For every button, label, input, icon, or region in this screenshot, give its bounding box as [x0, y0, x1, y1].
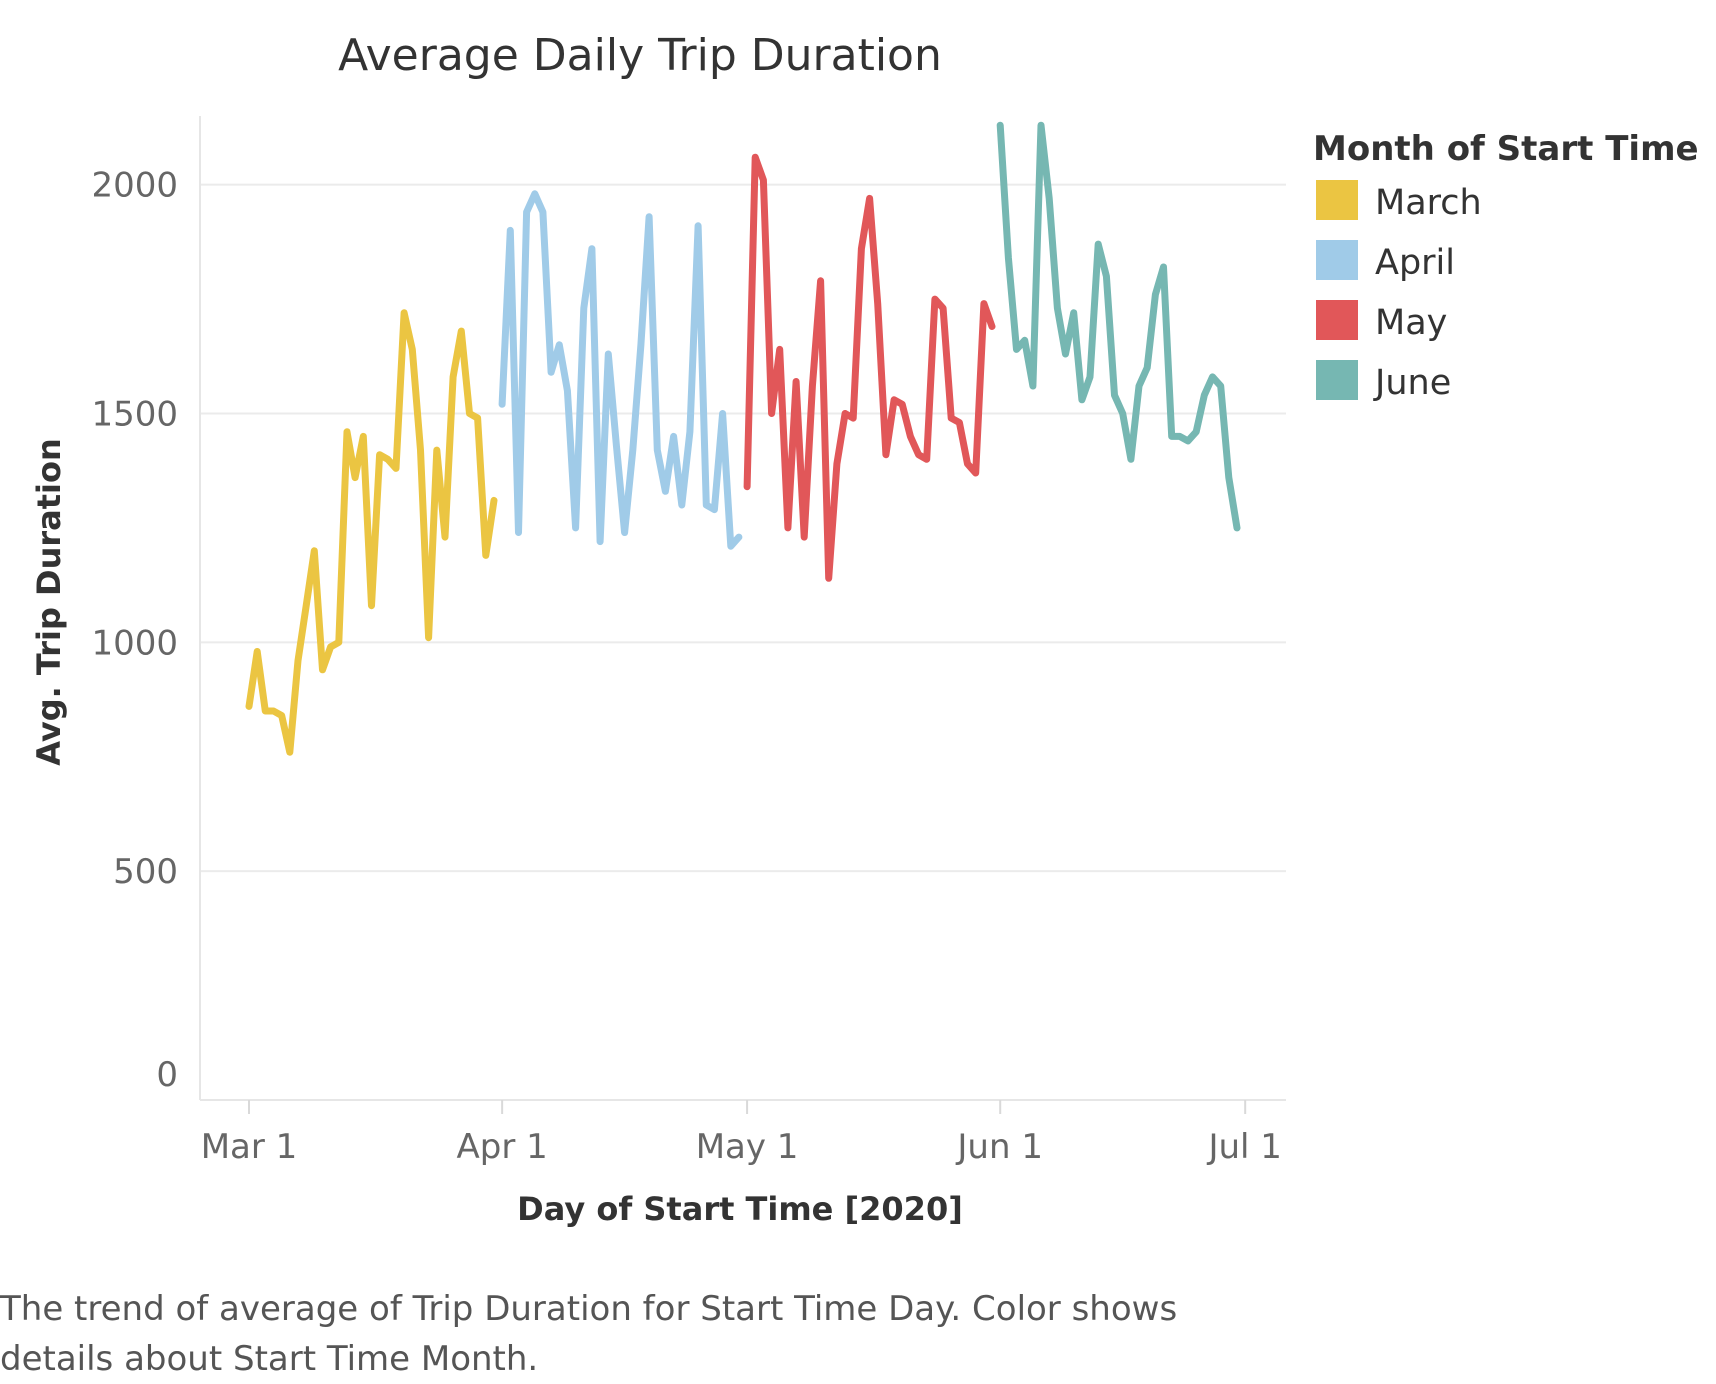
y-tick-label: 1000 — [91, 623, 178, 663]
legend-label-june: June — [1373, 363, 1451, 403]
axes: 0 500 1000 1500 2000 Mar 1 Apr 1 May 1 Jun 1 Jul … — [91, 116, 1286, 1167]
series-line-april[interactable] — [498, 190, 743, 550]
x-axis-title: Day of Start Time [2020] — [517, 1190, 963, 1228]
legend-swatch-may — [1316, 300, 1358, 340]
x-tick-label: May 1 — [696, 1127, 799, 1167]
y-tick-label: 0 — [156, 1055, 178, 1095]
chart-title: Average Daily Trip Duration — [338, 30, 942, 81]
legend-label-may: May — [1375, 303, 1447, 343]
legend: Month of Start Time March April May June — [1313, 129, 1699, 403]
legend-title: Month of Start Time — [1313, 129, 1699, 169]
legend-swatch-april — [1316, 240, 1358, 280]
legend-label-march: March — [1375, 183, 1482, 223]
chart-caption: The trend of average of Trip Duration fo… — [0, 1289, 1178, 1379]
x-tick-label: Mar 1 — [201, 1127, 298, 1167]
y-tick-label: 500 — [113, 852, 178, 892]
series-line-may[interactable] — [743, 153, 996, 582]
series-line-june[interactable] — [996, 121, 1241, 532]
gridlines — [200, 183, 1286, 873]
legend-swatch-march — [1316, 180, 1358, 220]
x-tick-label: Apr 1 — [456, 1127, 547, 1167]
series-lines — [245, 121, 1241, 756]
x-tick-label: Jul 1 — [1206, 1127, 1281, 1167]
y-tick-label: 2000 — [91, 166, 178, 206]
legend-item-april[interactable]: April — [1316, 240, 1455, 283]
x-tick-label: Jun 1 — [955, 1127, 1043, 1167]
legend-label-april: April — [1375, 243, 1455, 283]
series-line-march[interactable] — [245, 309, 498, 756]
legend-swatch-june — [1316, 360, 1358, 400]
y-axis-title: Avg. Trip Duration — [30, 438, 68, 766]
legend-item-march[interactable]: March — [1316, 180, 1482, 223]
legend-item-may[interactable]: May — [1316, 300, 1447, 343]
legend-item-june[interactable]: June — [1316, 360, 1451, 403]
y-tick-label: 1500 — [91, 394, 178, 434]
